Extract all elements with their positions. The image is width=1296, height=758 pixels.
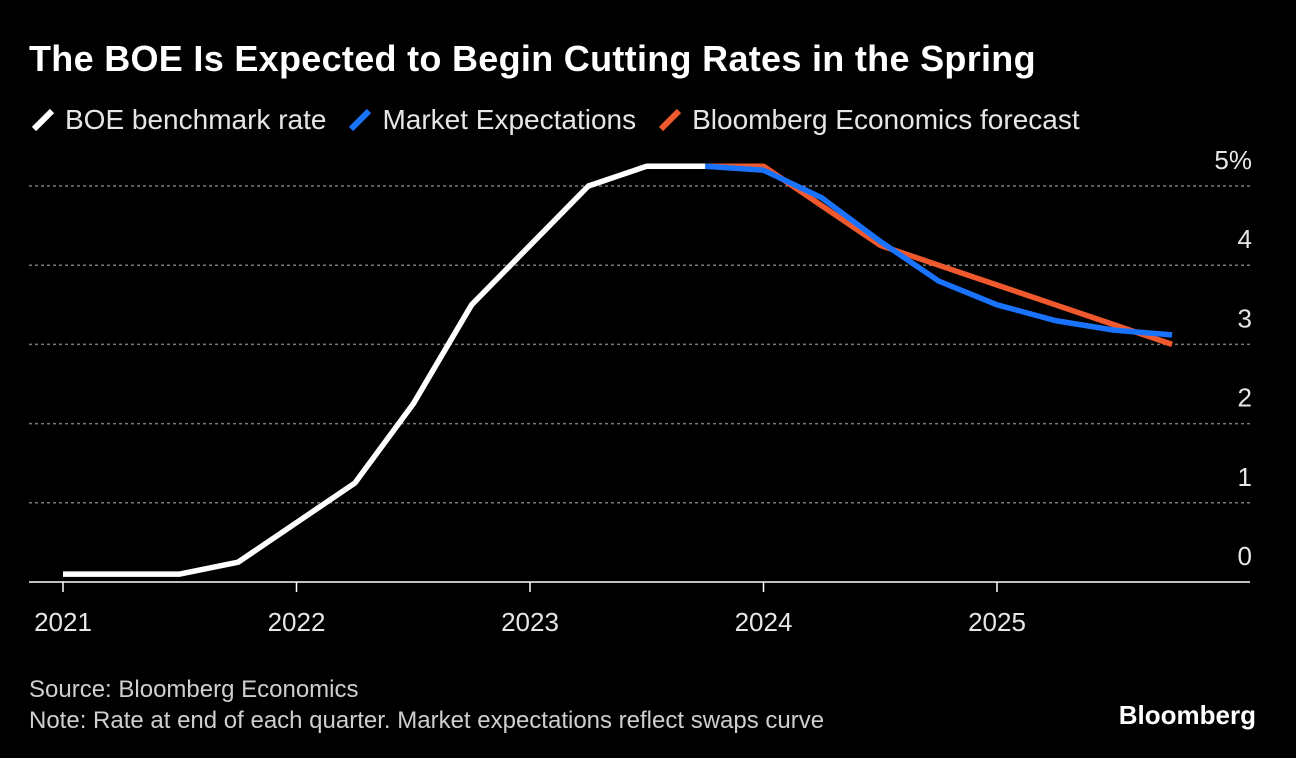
y-tick-label: 3 <box>1238 303 1252 333</box>
x-axis: 2021 2022 2023 2024 2025 <box>29 581 1250 637</box>
chart-legend: BOE benchmark rate Market Expectations B… <box>29 104 1100 136</box>
legend-label-boe-rate: BOE benchmark rate <box>65 104 327 135</box>
legend-item-market-expectations: Market Expectations <box>346 104 636 136</box>
legend-item-bloomberg-forecast: Bloomberg Economics forecast <box>656 104 1080 136</box>
x-tick-label: 2022 <box>268 607 326 637</box>
y-tick-label: 2 <box>1238 383 1252 413</box>
y-tick-label: 5% <box>1214 145 1252 175</box>
footnote: Note: Rate at end of each quarter. Marke… <box>29 707 825 734</box>
legend-swatch-orange <box>656 106 684 134</box>
legend-label-bloomberg-forecast: Bloomberg Economics forecast <box>692 104 1080 135</box>
legend-swatch-white <box>29 106 57 134</box>
chart-title: The BOE Is Expected to Begin Cutting Rat… <box>29 38 1036 79</box>
y-tick-label: 1 <box>1238 462 1252 492</box>
y-axis-labels: 0 1 2 3 4 5% <box>1214 145 1252 571</box>
chart-footer: Source: Bloomberg Economics Note: Rate a… <box>29 674 824 736</box>
legend-item-boe-rate: BOE benchmark rate <box>29 104 326 136</box>
y-tick-label: 4 <box>1238 224 1252 254</box>
legend-swatch-blue <box>346 106 374 134</box>
series-line-market-expectations <box>704 163 1173 338</box>
gridlines <box>29 185 1250 504</box>
x-tick-label: 2023 <box>501 607 559 637</box>
x-tick-label: 2025 <box>968 607 1026 637</box>
series-line-bloomberg-economics-forecast <box>705 163 1173 348</box>
series-line-boe-benchmark-rate <box>63 163 706 577</box>
x-tick-label: 2021 <box>34 607 92 637</box>
y-tick-label: 0 <box>1238 541 1252 571</box>
series-lines <box>63 163 1173 577</box>
legend-label-market-expectations: Market Expectations <box>382 104 637 135</box>
source-note: Source: Bloomberg Economics <box>29 676 359 703</box>
bloomberg-logo: Bloomberg <box>1118 700 1256 730</box>
x-tick-label: 2024 <box>735 607 793 637</box>
